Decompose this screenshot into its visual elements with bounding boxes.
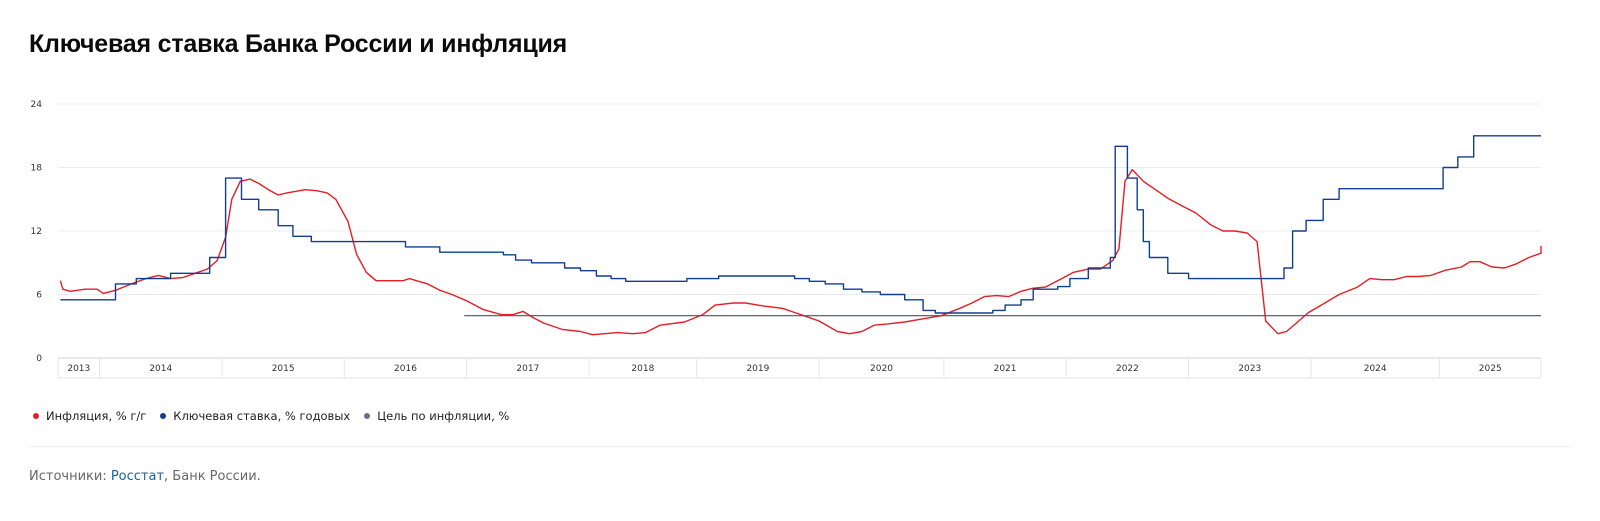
x-axis: 2013 2014 2015 2016 2017 2018 2019 2020 2021 2022…	[57, 358, 1542, 379]
x-tick-label: 2019	[746, 364, 769, 374]
grid-lines	[58, 103, 1541, 359]
x-tick-label: 2023	[1238, 364, 1261, 374]
legend-dot-icon	[33, 413, 39, 419]
y-tick-label: 12	[31, 227, 42, 237]
y-tick-label: 6	[36, 291, 42, 301]
y-tick-label: 18	[31, 164, 43, 174]
x-tick-label: 2017	[516, 364, 539, 374]
sources-rest: , Банк России.	[164, 469, 261, 484]
legend-dot-icon	[364, 413, 371, 419]
legend-item-inflation[interactable]: Инфляция, % г/г	[33, 409, 146, 423]
x-tick-label: 2016	[394, 364, 417, 374]
key-rate-line[interactable]	[60, 135, 1541, 314]
legend: Инфляция, % г/г Ключевая ставка, % годов…	[33, 409, 509, 423]
x-tick-label: 2022	[1116, 364, 1139, 374]
series-lines[interactable]	[59, 135, 1542, 336]
x-tick-label: 2013	[67, 364, 90, 374]
legend-item-key-rate[interactable]: Ключевая ставка, % годовых	[160, 409, 350, 423]
x-tick-label: 2025	[1479, 364, 1502, 374]
legend-item-inflation-target[interactable]: Цель по инфляции, %	[364, 409, 509, 423]
legend-label: Инфляция, % г/г	[46, 409, 147, 423]
y-tick-label: 0	[36, 354, 42, 364]
sources-note: Источники: Росстат, Банк России.	[29, 469, 261, 484]
rosstat-link[interactable]: Росстат	[110, 469, 165, 484]
y-tick-label: 24	[31, 100, 43, 110]
inflation-line[interactable]	[59, 168, 1542, 336]
legend-label: Ключевая ставка, % годовых	[173, 409, 351, 423]
legend-dot-icon	[160, 413, 167, 419]
x-tick-label: 2020	[870, 364, 893, 374]
x-tick-label: 2024	[1364, 364, 1387, 374]
x-tick-label: 2015	[272, 364, 295, 374]
chart-area[interactable]: 0 6 12 18 24 2013 2014 2015 2016 2017 2018 2019 202…	[0, 90, 1600, 390]
x-tick-label: 2014	[149, 364, 172, 374]
sources-prefix: Источники:	[29, 469, 111, 484]
divider	[29, 446, 1571, 447]
x-tick-label: 2018	[631, 364, 654, 374]
legend-label: Цель по инфляции, %	[377, 409, 510, 423]
y-axis-labels: 0 6 12 18 24	[31, 100, 43, 364]
chart-title: Ключевая ставка Банка России и инфляция	[29, 30, 568, 58]
x-tick-label: 2021	[994, 364, 1017, 374]
